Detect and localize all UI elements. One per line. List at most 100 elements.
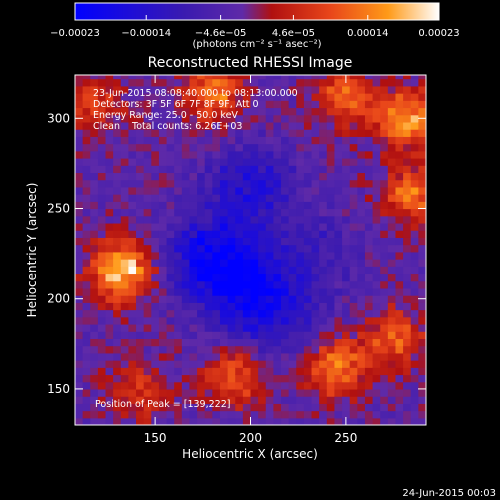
heatmap-cell [281, 121, 290, 130]
heatmap-cell [90, 172, 99, 181]
heatmap-cell [227, 107, 236, 116]
heatmap-cell [311, 381, 320, 390]
heatmap-cell [197, 280, 206, 289]
heatmap-cell [227, 352, 236, 361]
heatmap-cell [303, 143, 313, 152]
heatmap-cell [197, 121, 206, 130]
heatmap-cell [204, 129, 213, 137]
heatmap-cell [235, 93, 244, 101]
heatmap-cell [303, 295, 313, 303]
heatmap-cell [281, 381, 290, 390]
heatmap-cell [120, 309, 130, 318]
heatmap-cell [242, 100, 252, 109]
heatmap-cell [342, 208, 351, 217]
heatmap-cell [166, 85, 175, 94]
heatmap-cell [403, 280, 412, 289]
heatmap-cell [174, 208, 183, 217]
heatmap-cell [158, 251, 168, 260]
heatmap-cell [235, 107, 244, 116]
heatmap-cell [349, 100, 358, 109]
heatmap-cell [349, 165, 358, 174]
heatmap-cell [303, 136, 313, 145]
heatmap-cell [219, 309, 229, 318]
heatmap-cell [143, 280, 152, 289]
heatmap-cell [403, 121, 412, 130]
heatmap-cell [97, 215, 107, 224]
heatmap-cell [281, 85, 290, 94]
heatmap-cell [364, 85, 374, 94]
heatmap-cell [181, 114, 191, 123]
heatmap-cell [326, 367, 336, 376]
heatmap-cell [242, 93, 252, 101]
heatmap-cell [204, 403, 213, 412]
heatmap-cell [197, 237, 206, 246]
heatmap-cell [189, 259, 198, 267]
heatmap-cell [219, 352, 229, 361]
heatmap-cell [82, 222, 91, 231]
heatmap-cell [90, 230, 99, 238]
heatmap-cell [273, 150, 282, 159]
heatmap-cell [250, 345, 259, 354]
heatmap-cell [227, 208, 236, 217]
heatmap-cell [151, 273, 160, 282]
heatmap-cell [311, 345, 320, 354]
heatmap-cell [395, 302, 404, 311]
x-axis-label: Heliocentric X (arcsec) [182, 447, 318, 461]
heatmap-cell [120, 259, 130, 267]
heatmap-cell [120, 230, 130, 238]
heatmap-cell [418, 323, 426, 332]
heatmap-cell [410, 179, 419, 188]
heatmap-cell [204, 114, 213, 123]
heatmap-cell [219, 331, 229, 340]
heatmap-cell [250, 367, 259, 376]
heatmap-cell [128, 410, 137, 419]
heatmap-cell [120, 121, 130, 130]
heatmap-cell [403, 78, 412, 87]
heatmap-cell [418, 186, 426, 195]
heatmap-cell [281, 345, 290, 354]
heatmap-cell [219, 150, 229, 159]
heatmap-cell [90, 157, 99, 166]
heatmap-cell [273, 280, 282, 289]
annotation-detectors: Detectors: 3F 5F 6F 7F 8F 9F, Att 0 [93, 99, 259, 110]
heatmap-cell [189, 157, 198, 166]
x-tick-label: 200 [239, 431, 262, 445]
heatmap-cell [235, 215, 244, 224]
heatmap-cell [143, 273, 152, 282]
heatmap-cell [113, 396, 122, 404]
heatmap-cell [250, 287, 259, 296]
heatmap-cell [181, 403, 191, 412]
heatmap-cell [158, 410, 168, 419]
heatmap-cell [342, 136, 351, 145]
heatmap-cell [105, 295, 114, 303]
heatmap-cell [151, 323, 160, 332]
heatmap-cell [265, 244, 274, 253]
heatmap-cell [197, 93, 206, 101]
heatmap-cell [395, 396, 404, 404]
heatmap-cell [357, 107, 366, 116]
heatmap-cell [113, 367, 122, 376]
heatmap-cell [151, 309, 160, 318]
heatmap-cell [219, 302, 229, 311]
heatmap-cell [319, 244, 328, 253]
heatmap-cell [158, 165, 168, 174]
heatmap-cell [166, 230, 175, 238]
heatmap-cell [90, 309, 99, 318]
heatmap-cell [90, 388, 99, 397]
heatmap-cell [120, 323, 130, 332]
heatmap-cell [334, 338, 343, 347]
heatmap-cell [143, 360, 152, 368]
heatmap-cell [189, 331, 198, 340]
heatmap-cell [288, 100, 297, 109]
heatmap-cell [189, 374, 198, 383]
heatmap-cell [143, 367, 152, 376]
heatmap-cell [212, 93, 221, 101]
heatmap-cell [418, 172, 426, 181]
heatmap-cell [296, 323, 305, 332]
heatmap-cell [296, 230, 305, 238]
heatmap-cell [227, 172, 236, 181]
heatmap-cell [342, 172, 351, 181]
heatmap-cell [410, 114, 419, 123]
heatmap-cell [105, 352, 114, 361]
heatmap-cell [143, 150, 152, 159]
